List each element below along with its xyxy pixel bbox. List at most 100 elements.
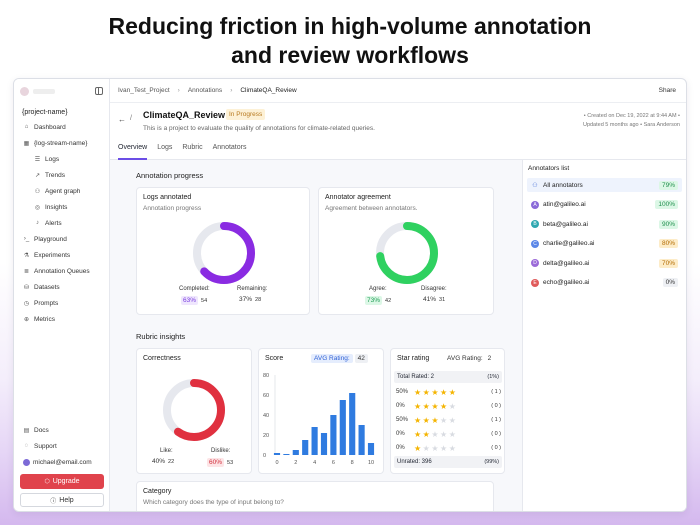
annotator-name: atin@galileo.ai	[543, 201, 586, 208]
y-tick-label: 80	[263, 373, 269, 379]
y-tick-label: 40	[263, 413, 269, 419]
queue-icon: ≣	[23, 268, 30, 275]
annotator-agreement-card: Annotator agreement Agreement between an…	[318, 187, 494, 315]
avatar	[23, 458, 30, 466]
card-title: Category	[143, 488, 172, 495]
sidebar-item-0[interactable]: ⌂ Dashboard	[14, 119, 109, 135]
avatar: B	[531, 220, 539, 228]
agree-pct: 73%	[365, 296, 383, 305]
sidebar-item-label: Docs	[34, 426, 49, 434]
x-tick-label: 10	[368, 460, 374, 466]
card-title: Annotator agreement	[325, 194, 391, 201]
graph-icon: ⚇	[34, 188, 41, 195]
logo-icon	[20, 86, 29, 96]
sidebar-item-4[interactable]: ⚇ Agent graph	[14, 183, 109, 199]
y-tick-label: 60	[263, 393, 269, 399]
insights-icon: ◎	[34, 204, 41, 211]
star-icon: ★	[414, 429, 423, 439]
card-subtitle: Annotation progress	[143, 205, 202, 212]
sidebar-item-2[interactable]: ☰ Logs	[14, 151, 109, 167]
help-button[interactable]: ⓘ Help	[20, 493, 104, 507]
star-row-pct: 50%	[396, 417, 409, 423]
tab-logs[interactable]: Logs	[157, 144, 173, 151]
sidebar-item-6[interactable]: ♪ Alerts	[14, 215, 109, 231]
completed-count: 54	[201, 297, 208, 304]
sidebar-item-7[interactable]: ›_ Playground	[14, 231, 109, 247]
page-title: ClimateQA_Review	[143, 110, 226, 120]
sidebar-item-support[interactable]: ◌ Support	[14, 438, 110, 454]
user-email: michael@email.com	[33, 458, 92, 466]
card-subtitle: Agreement between annotators.	[325, 205, 418, 212]
logo-row	[14, 79, 109, 103]
category-card: Category Which category does the type of…	[136, 481, 494, 511]
sidebar-item-label: Support	[34, 442, 57, 450]
like-stat: 40% 22	[152, 458, 174, 465]
star-icon: ★	[431, 415, 441, 425]
tab-annotators[interactable]: Annotators	[212, 144, 247, 151]
avg-rating-label: AVG Rating:	[447, 355, 483, 362]
sidebar-item-5[interactable]: ◎ Insights	[14, 199, 109, 215]
sidebar-item-8[interactable]: ⚗ Experiments	[14, 247, 109, 263]
star-icon: ★	[414, 387, 423, 397]
metrics-icon: ⊕	[23, 316, 30, 323]
annotators-list-title: Annotators list	[528, 165, 570, 172]
avatar: D	[531, 259, 539, 267]
annotator-row[interactable]: ⚇ All annotators 79%	[527, 178, 682, 192]
docs-icon: ▤	[23, 427, 30, 434]
tab-rubric[interactable]: Rubric	[182, 144, 203, 151]
annotator-name: delta@galileo.ai	[543, 259, 590, 267]
disagree-label: Disagree:	[421, 286, 447, 292]
sidebar-item-10[interactable]: ⛁ Datasets	[14, 279, 109, 295]
annotator-name: charlie@galileo.ai	[543, 240, 595, 247]
sidebar-item-1[interactable]: ▦ {log-stream-name}	[14, 135, 109, 151]
dislike-count: 53	[227, 459, 234, 466]
star-icon: ★	[414, 415, 423, 425]
total-rated-label: Total Rated: 2	[397, 374, 435, 380]
breadcrumb-annotations[interactable]: Annotations	[187, 87, 223, 94]
avatar: A	[531, 200, 539, 209]
annotator-pct: 70%	[658, 258, 678, 268]
star-icons: ★★★★★	[414, 430, 457, 439]
sidebar-item-9[interactable]: ≣ Annotation Queues	[14, 263, 109, 279]
dislike-label: Dislike:	[211, 448, 231, 454]
tab-overview[interactable]: Overview	[118, 139, 148, 160]
sidebar-item-label: Playground	[34, 235, 67, 243]
share-button[interactable]: Share	[658, 87, 676, 94]
x-tick-label: 6	[332, 460, 335, 466]
sidebar-item-12[interactable]: ⊕ Metrics	[14, 311, 109, 327]
score-bar-chart: 0 20 40 60 80 0 2 4 6 8 10	[263, 373, 375, 466]
like-pct: 40%	[152, 458, 166, 465]
tab-bar: Overview Logs Rubric Annotators	[110, 139, 686, 160]
sidebar-item-11[interactable]: ◷ Prompts	[14, 295, 109, 311]
star-icon: ★	[448, 443, 458, 453]
breadcrumb-current: ClimateQA_Review	[240, 87, 297, 94]
sidebar-collapse-icon[interactable]	[95, 87, 103, 95]
score-bar	[292, 450, 299, 455]
rubric-insights-title: Rubric insights	[136, 332, 186, 341]
back-arrow-icon[interactable]: ←	[118, 115, 126, 124]
remaining-count: 28	[255, 296, 262, 303]
sidebar-nav: ⌂ Dashboard ▦ {log-stream-name} ☰ Logs ↗ Trends…	[14, 119, 109, 327]
project-name[interactable]: {project-name}	[22, 109, 68, 116]
total-rated-row: Total Rated: 2 (1%)	[394, 371, 502, 383]
breadcrumb-project[interactable]: Ivan_Test_Project	[118, 87, 170, 94]
app-window: {project-name} ⌂ Dashboard ▦ {log-stream-na…	[13, 78, 687, 512]
score-bar	[339, 400, 346, 455]
annotator-name: beta@galileo.ai	[543, 220, 588, 228]
sidebar-item-docs[interactable]: ▤ Docs	[14, 422, 110, 438]
star-icon: ★	[422, 415, 432, 425]
sidebar-user[interactable]: michael@email.com	[14, 454, 110, 470]
sidebar-item-3[interactable]: ↗ Trends	[14, 167, 109, 183]
star-icons: ★★★★★	[414, 444, 457, 453]
star-icon: ★	[431, 443, 441, 453]
dislike-pct: 60%	[207, 458, 225, 467]
sidebar-item-label: Prompts	[34, 299, 59, 307]
star-icon: ★	[448, 429, 458, 439]
disagree-pct: 41%	[423, 296, 437, 303]
upgrade-button[interactable]: ⬡ Upgrade	[20, 474, 104, 489]
